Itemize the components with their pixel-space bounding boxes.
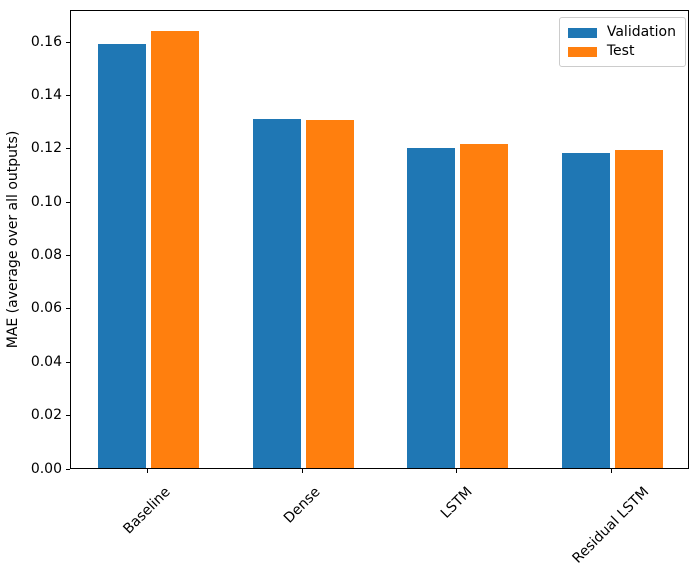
x-tick-mark-lstm: [456, 469, 458, 473]
y-tick-mark-0.02: [66, 415, 70, 417]
x-tick-mark-dense: [301, 469, 303, 473]
x-tick-label-lstm: LSTM: [437, 484, 476, 522]
y-axis-label: MAE (average over all outputs): [5, 130, 21, 349]
y-tick-label-0.08: 0.08: [30, 247, 62, 263]
x-tick-label-residual-lstm: Residual LSTM: [569, 484, 653, 567]
y-tick-label-0.14: 0.14: [30, 86, 62, 103]
x-tick-label-dense: Dense: [280, 484, 324, 527]
plot-area: Validation Test: [70, 10, 689, 469]
bar-dense-validation: [252, 119, 301, 468]
y-tick-mark-0.04: [66, 361, 70, 363]
legend-swatch-validation: [567, 27, 597, 38]
y-tick-mark-0.08: [66, 255, 70, 256]
legend-swatch-test: [567, 46, 597, 57]
bar-residual-lstm-test: [615, 149, 664, 468]
y-tick-label-0.04: 0.04: [30, 353, 62, 370]
x-tick-mark-baseline: [146, 469, 148, 473]
y-tick-label-0.06: 0.06: [30, 300, 62, 317]
bar-baseline-test: [150, 31, 199, 468]
legend-entry-validation: Validation: [567, 23, 676, 42]
bar-dense-test: [305, 119, 354, 468]
x-tick-label-baseline: Baseline: [120, 484, 174, 538]
y-tick-mark-0.10: [66, 201, 70, 203]
x-tick-mark-residual-lstm: [611, 469, 613, 473]
legend-entry-test: Test: [567, 42, 676, 61]
bar-lstm-test: [460, 143, 509, 468]
bar-lstm-validation: [407, 147, 456, 468]
legend-label-validation: Validation: [606, 24, 676, 40]
y-tick-mark-0.00: [66, 468, 70, 470]
y-tick-label-0.02: 0.02: [30, 407, 62, 424]
legend-label-test: Test: [606, 43, 635, 59]
y-tick-label-0.16: 0.16: [30, 33, 62, 50]
y-tick-mark-0.14: [66, 94, 70, 96]
y-tick-label-0.00: 0.00: [30, 460, 62, 477]
y-tick-label-0.12: 0.12: [30, 140, 62, 157]
bar-residual-lstm-validation: [562, 152, 611, 468]
y-tick-mark-0.12: [66, 148, 70, 150]
y-tick-mark-0.16: [66, 41, 70, 43]
y-tick-mark-0.06: [66, 308, 70, 310]
y-tick-label-0.10: 0.10: [30, 193, 62, 210]
bar-baseline-validation: [97, 43, 146, 468]
legend: Validation Test: [558, 17, 686, 67]
